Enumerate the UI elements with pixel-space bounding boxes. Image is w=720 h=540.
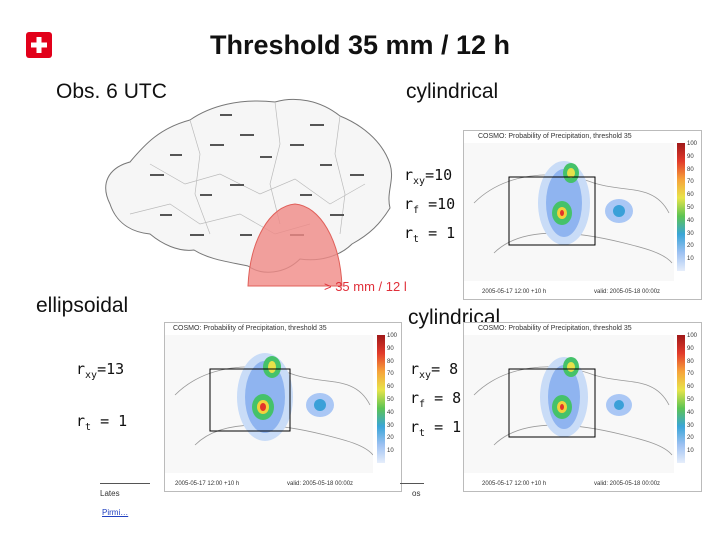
colorbar-tick: 30 [387,422,394,429]
rt-value: 1 [452,418,462,436]
rxy-value: 10 [434,166,453,184]
footer-right-text: os [412,489,421,498]
map-title: COSMO: Probability of Precipitation, thr… [478,133,632,140]
bottom-right-params: rxy= 8 rf = 8 rt = 1 [410,360,462,439]
threshold-exceedance-region [240,200,350,290]
colorbar-tick: 70 [687,179,694,186]
colorbar [677,143,685,271]
rf-value: 8 [452,389,462,407]
top-right-params: rxy=10 rf =10 rt = 1 [404,166,456,245]
ellipsoidal-label: ellipsoidal [36,294,129,317]
footer-rule [100,483,150,484]
map-valid-time: valid: 2005-05-18 00:00z [287,481,354,487]
footer-link[interactable]: Pirmi… [102,508,129,517]
colorbar-tick: 40 [687,409,694,416]
rxy-value: 13 [106,360,125,378]
colorbar-tick: 80 [687,166,694,173]
colorbar-tick: 30 [687,230,694,237]
colorbar-tick: 50 [687,397,694,403]
colorbar-tick: 20 [687,435,694,442]
colorbar-tick: 40 [687,217,694,224]
top-right-heading: cylindrical [406,80,499,103]
top-right-probability-map: COSMO: Probability of Precipitation, thr… [463,130,702,300]
rxy-value: 8 [449,360,459,378]
colorbar-tick: 10 [387,448,394,455]
colorbar-tick: 100 [687,141,698,147]
colorbar [677,335,685,463]
bottom-left-probability-map: COSMO: Probability of Precipitation, thr… [164,322,402,492]
swiss-flag-logo [26,32,52,58]
colorbar-tick: 30 [687,422,694,429]
colorbar-tick: 60 [387,384,394,391]
map-timestamp: 2005-05-17 12:00 +10 h [482,289,547,295]
colorbar-tick: 50 [687,205,694,211]
colorbar-tick: 100 [687,333,698,339]
colorbar-tick: 80 [387,358,394,365]
map-valid-time: valid: 2005-05-18 00:00z [594,481,661,487]
footer-rule-right [400,483,424,484]
map-valid-time: valid: 2005-05-18 00:00z [594,289,661,295]
page-title: Threshold 35 mm / 12 h [209,30,511,60]
colorbar-tick: 60 [687,192,694,199]
map-title: COSMO: Probability of Precipitation, thr… [173,325,327,332]
colorbar-tick: 60 [687,384,694,391]
map-title: COSMO: Probability of Precipitation, thr… [478,325,632,332]
threshold-note: > 35 mm / 12 l [324,279,407,294]
map-timestamp: 2005-05-17 12:00 +10 h [482,481,547,487]
colorbar-tick: 90 [687,345,694,352]
footer-left-text: Lates [100,489,120,498]
colorbar-tick: 20 [387,435,394,442]
colorbar-tick: 70 [387,371,394,378]
colorbar-tick: 20 [687,243,694,250]
colorbar-tick: 100 [387,333,398,339]
bottom-right-probability-map: COSMO: Probability of Precipitation, thr… [463,322,702,492]
rt-value: 1 [118,412,128,430]
colorbar-tick: 90 [687,153,694,160]
obs-label: Obs. 6 UTC [56,80,167,103]
map-timestamp: 2005-05-17 12:00 +10 h [175,481,240,487]
colorbar-tick: 80 [687,358,694,365]
rt-value: 1 [446,224,456,242]
colorbar-tick: 70 [687,371,694,378]
colorbar-tick: 40 [387,409,394,416]
colorbar-tick: 10 [687,256,694,263]
colorbar-tick: 50 [387,397,394,403]
swiss-cross-icon [31,37,47,53]
colorbar-tick: 90 [387,345,394,352]
bottom-left-params: rxy=13 rt = 1 [76,360,128,433]
colorbar [377,335,385,463]
rf-value: 10 [437,195,456,213]
colorbar-tick: 10 [687,448,694,455]
